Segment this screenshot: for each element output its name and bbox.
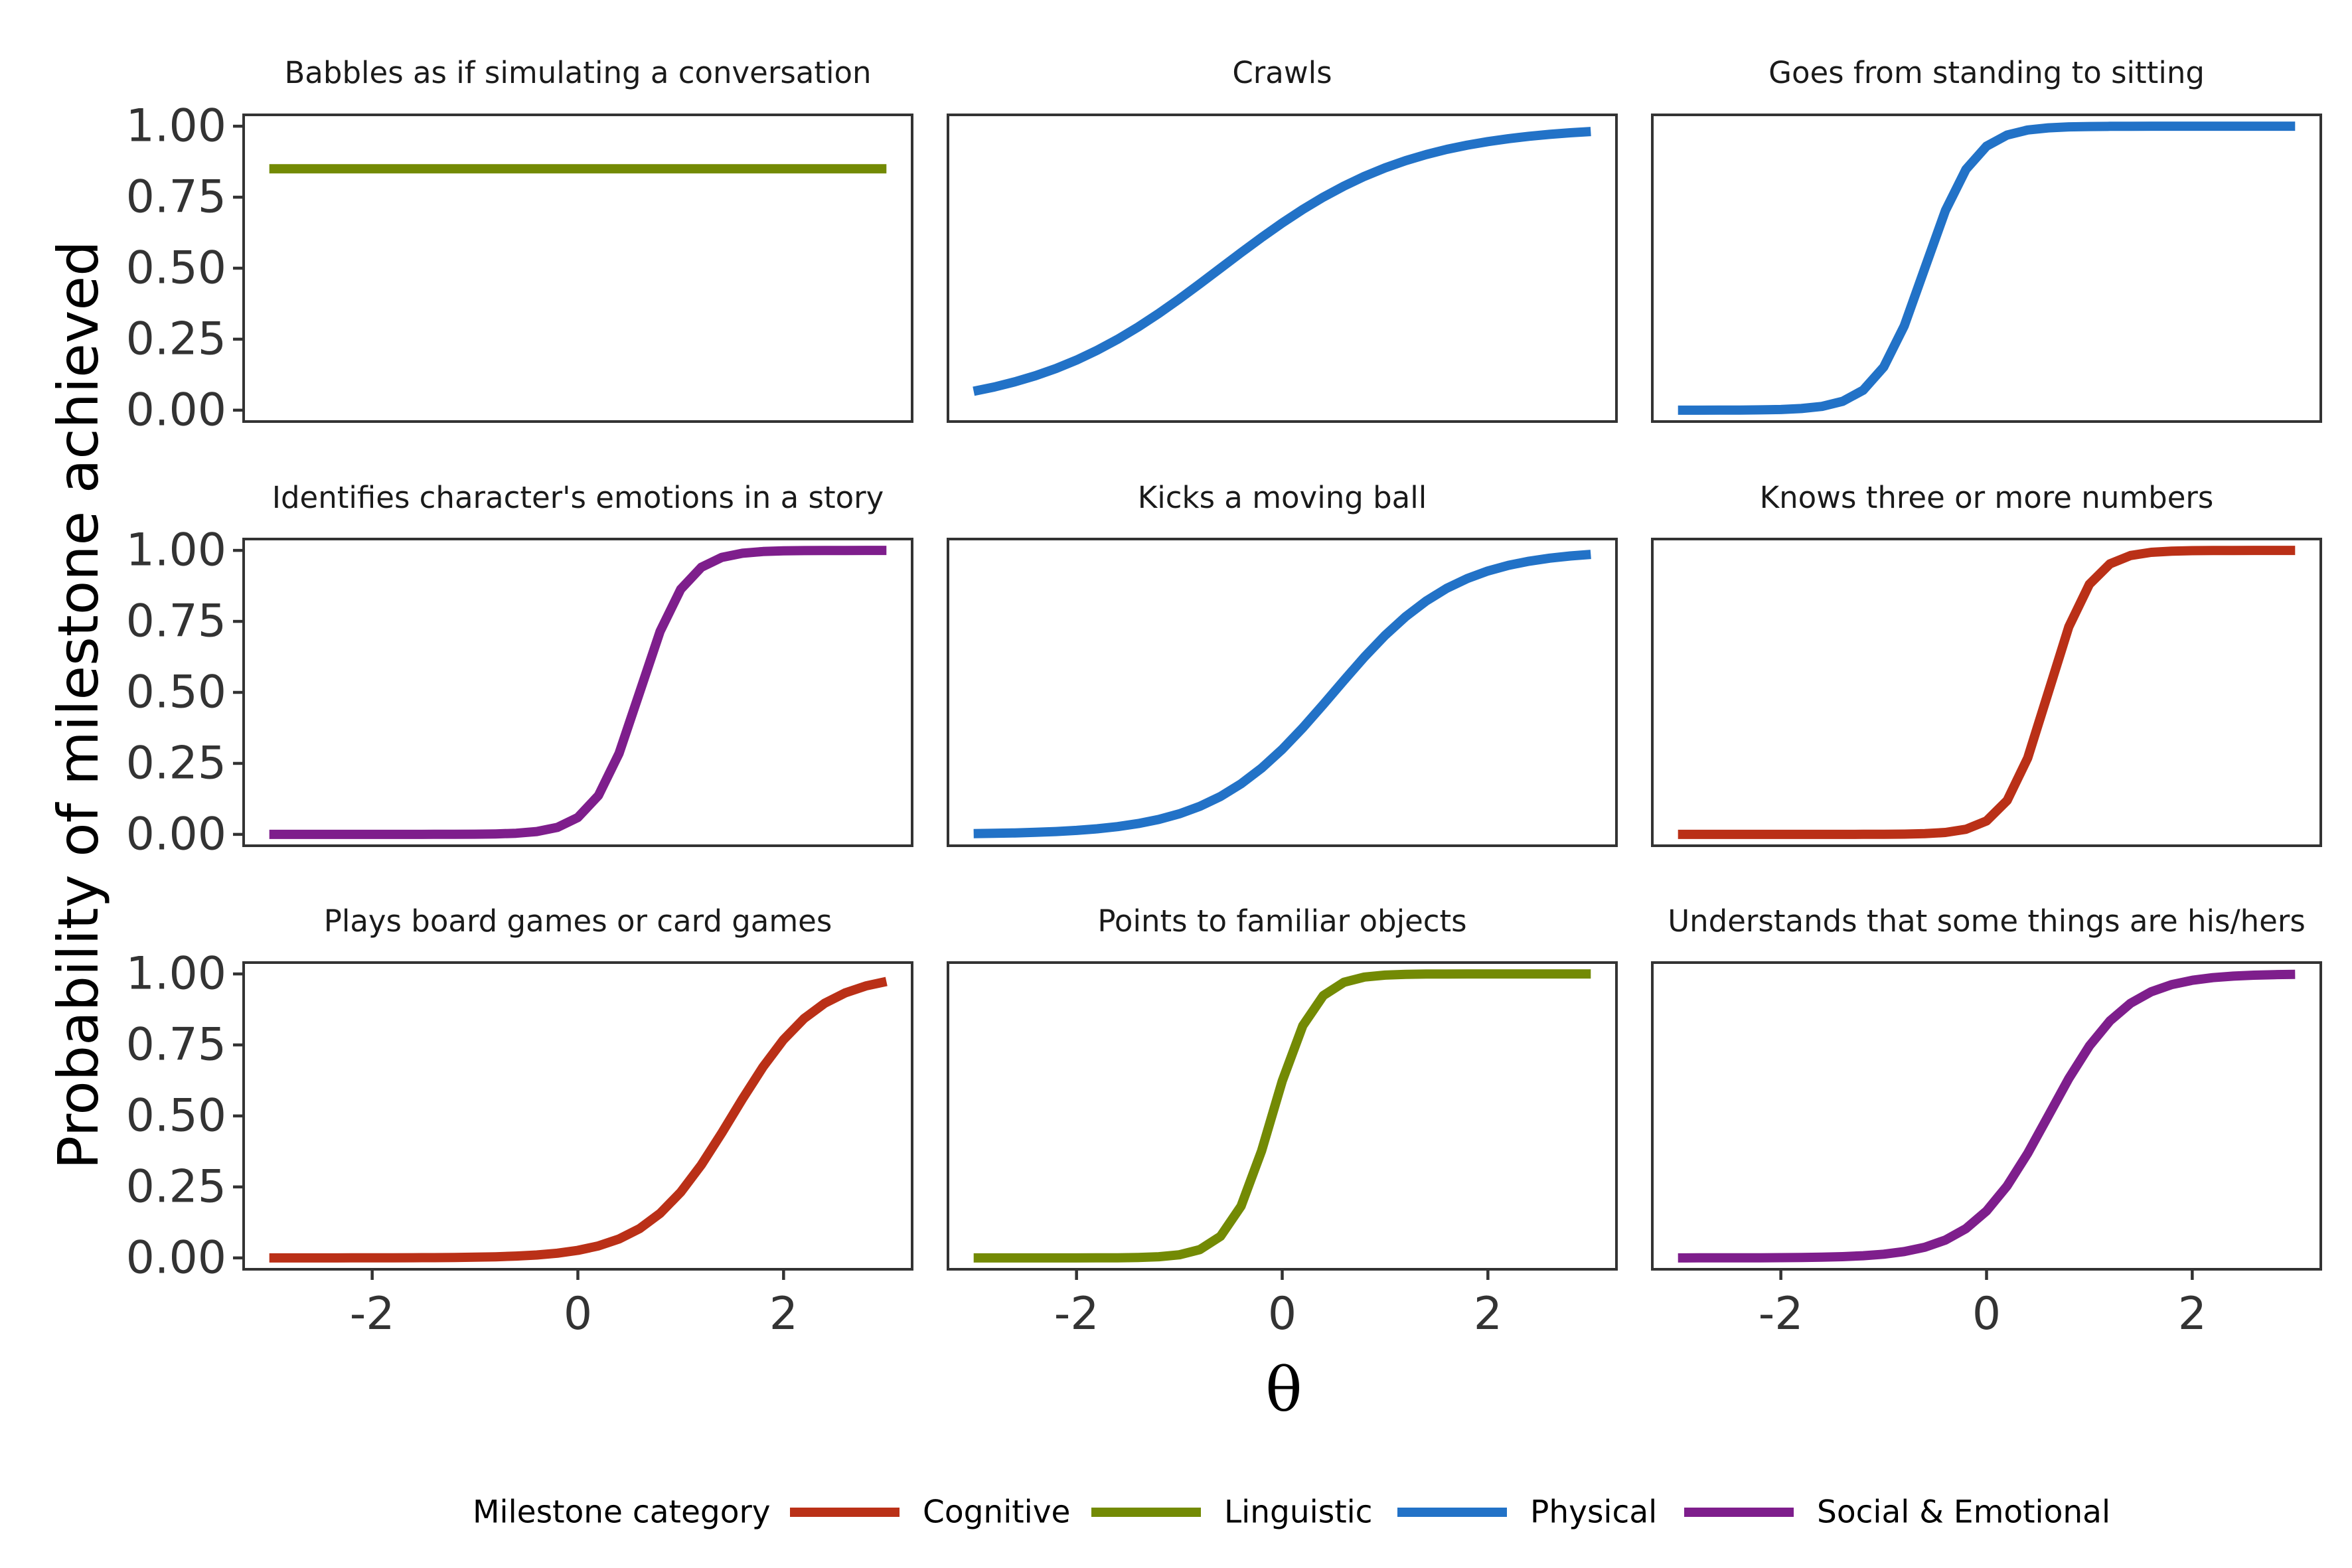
facet-panel: Babbles as if simulating a conversation 0… [126, 55, 913, 436]
legend-label: Linguistic [1224, 1494, 1373, 1531]
x-tick-label: -2 [1054, 1288, 1099, 1340]
facet-title: Crawls [1232, 55, 1332, 90]
y-tick-label: 0.75 [126, 595, 226, 648]
x-tick-label: 2 [1474, 1288, 1502, 1340]
legend-label: Cognitive [923, 1494, 1070, 1531]
facet-panels: Babbles as if simulating a conversation 0… [126, 55, 2322, 1340]
legend-item: Cognitive [790, 1494, 1070, 1531]
facet-title: Goes from standing to sitting [1768, 55, 2205, 90]
facet-panel: Plays board games or card games 0.00 0.25 0… [126, 903, 913, 1340]
x-tick-label: 2 [769, 1288, 798, 1340]
facet-panel: Identifies character's emotions in a sto… [126, 480, 913, 860]
panel-border [947, 961, 1618, 1271]
series-line [973, 127, 1591, 396]
panel-border [1651, 961, 2322, 1271]
y-tick-label: 0.75 [126, 1019, 226, 1071]
x-tick-label: 0 [1972, 1288, 2001, 1340]
y-tick-label: 0.00 [126, 384, 226, 436]
facet-panel: Crawls [947, 55, 1618, 423]
panel-border [1651, 538, 2322, 847]
x-tick-label: -2 [1759, 1288, 1804, 1340]
y-axis-label: Probability of milestone achieved [46, 241, 111, 1170]
series-line [269, 977, 888, 1263]
y-tick-label: 0.50 [126, 242, 226, 295]
x-tick-label: 0 [564, 1288, 592, 1340]
facet-panel: Goes from standing to sitting [1651, 55, 2322, 423]
legend-item: Linguistic [1091, 1494, 1373, 1531]
facet-title: Kicks a moving ball [1138, 480, 1427, 515]
panel-border [242, 538, 913, 847]
series-line [973, 550, 1591, 838]
legend-label: Physical [1530, 1494, 1657, 1531]
y-tick-label: 0.00 [126, 1231, 226, 1284]
legend-item: Physical [1397, 1494, 1657, 1531]
facet-title: Points to familiar objects [1097, 903, 1466, 939]
y-tick-label: 1.00 [126, 524, 226, 577]
facet-title: Babbles as if simulating a conversation [284, 55, 871, 90]
legend-label: Social & Emotional [1817, 1494, 2110, 1531]
y-tick-label: 0.00 [126, 808, 226, 860]
facet-title: Identifies character's emotions in a sto… [272, 480, 884, 515]
y-tick-label: 0.50 [126, 1090, 226, 1142]
x-axis-label: θ [1265, 1354, 1302, 1425]
y-tick-label: 1.00 [126, 100, 226, 153]
series-line [1678, 546, 2296, 839]
series-line [973, 969, 1591, 1263]
series-line [1678, 121, 2296, 415]
facet-panel: Points to familiar objects -2 0 2 [947, 903, 1618, 1340]
y-tick-label: 0.75 [126, 171, 226, 224]
legend-title: Milestone category [473, 1494, 771, 1531]
x-tick-label: 0 [1268, 1288, 1296, 1340]
y-tick-label: 0.25 [126, 313, 226, 365]
series-line [1678, 969, 2296, 1263]
legend: Milestone category Cognitive Linguistic Ph… [473, 1494, 2110, 1531]
y-tick-label: 0.50 [126, 666, 226, 719]
y-tick-label: 0.25 [126, 737, 226, 789]
facet-title: Understands that some things are his/her… [1668, 903, 2306, 939]
series-line [269, 546, 887, 839]
x-tick-label: -2 [350, 1288, 395, 1340]
facet-panel: Knows three or more numbers [1651, 480, 2322, 847]
panel-border [242, 114, 913, 423]
facet-panel: Understands that some things are his/her… [1651, 903, 2322, 1340]
panel-border [947, 114, 1618, 423]
legend-item: Social & Emotional [1684, 1494, 2110, 1531]
panel-border [947, 538, 1618, 847]
y-tick-label: 1.00 [126, 948, 226, 1000]
facet-title: Plays board games or card games [324, 903, 832, 939]
x-tick-label: 2 [2178, 1288, 2207, 1340]
facet-panel: Kicks a moving ball [947, 480, 1618, 847]
panel-border [1651, 114, 2322, 423]
y-tick-label: 0.25 [126, 1160, 226, 1213]
facet-title: Knows three or more numbers [1760, 480, 2214, 515]
